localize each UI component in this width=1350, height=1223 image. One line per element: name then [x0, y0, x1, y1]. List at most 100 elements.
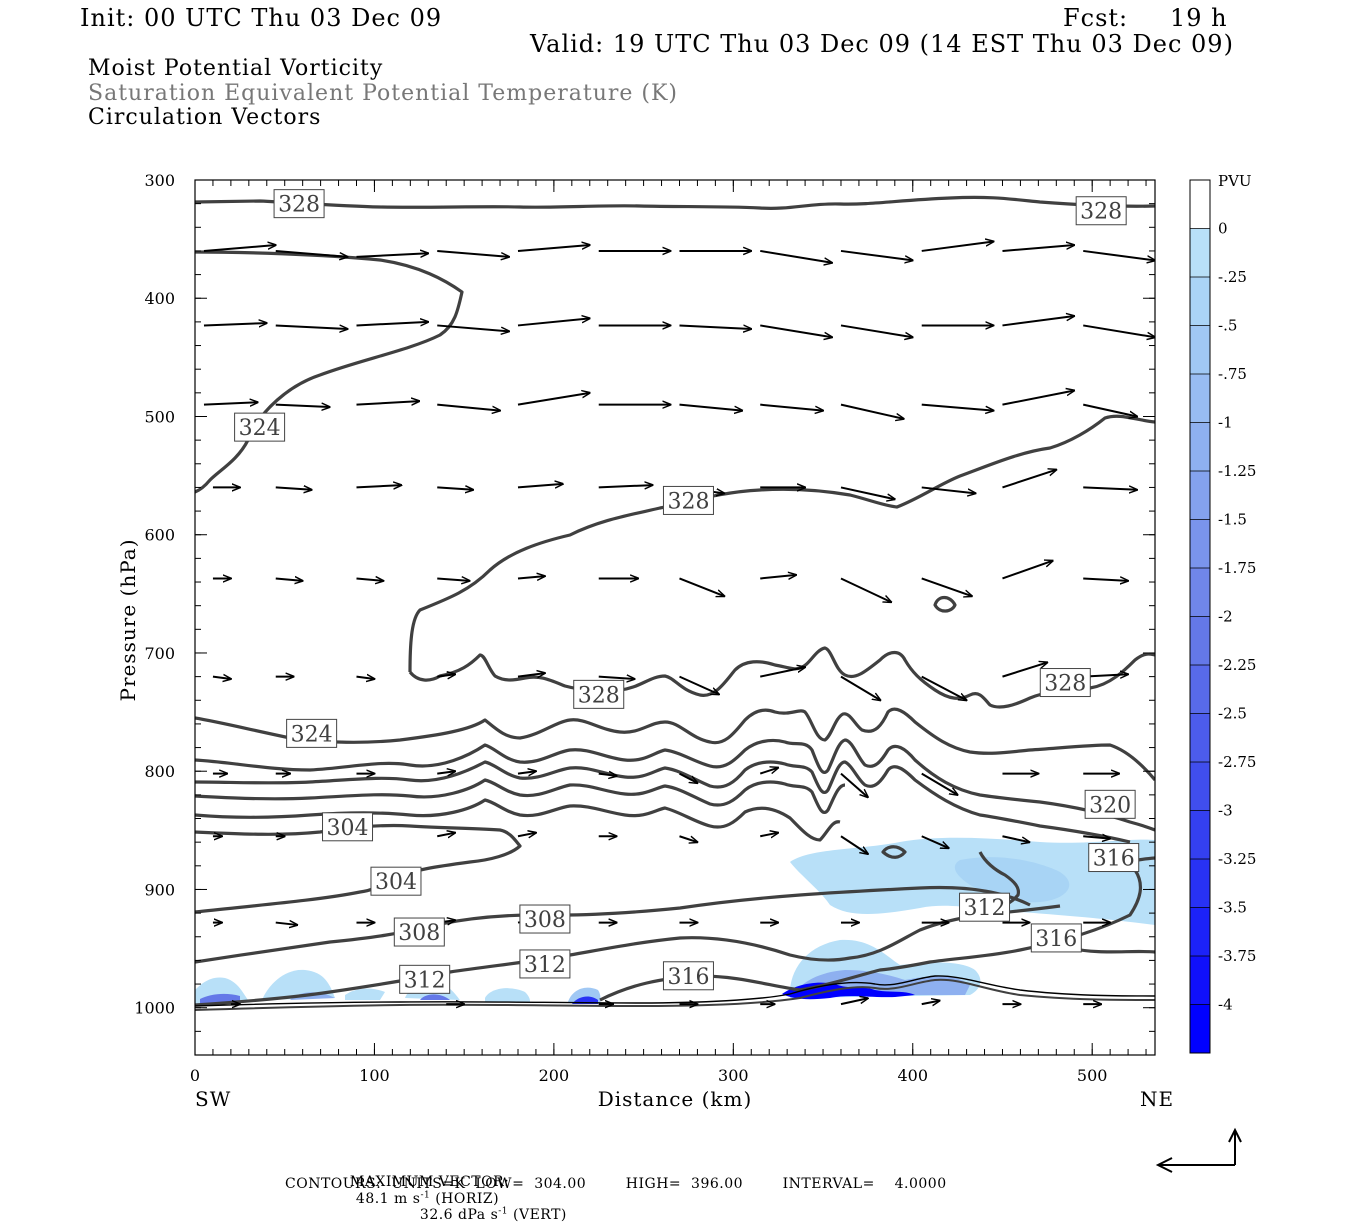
- circulation-vector: [212, 677, 231, 679]
- contour-label-box: [959, 892, 1011, 922]
- contour-label: 316: [662, 961, 714, 991]
- circulation-vector: [679, 675, 718, 695]
- contour-label-box: [1084, 789, 1136, 819]
- contour-308-a: [195, 798, 841, 842]
- y-tick-label: 400: [144, 289, 175, 308]
- x-tick-label: 100: [359, 1066, 390, 1085]
- colorbar-label: -2.75: [1218, 753, 1256, 771]
- circulation-vector: [356, 322, 428, 326]
- circulation-vector: [356, 578, 383, 580]
- circulation-vector: [840, 772, 868, 798]
- circulation-vector: [275, 325, 348, 329]
- contour-label: 312: [959, 892, 1011, 922]
- y-tick-label: 1000: [134, 999, 175, 1018]
- colorbar-label: -1: [1218, 414, 1233, 432]
- contour-label: 316: [1088, 843, 1140, 873]
- circulation-vector: [1083, 487, 1137, 489]
- colorbar-swatch: [1190, 471, 1210, 520]
- contour-label-text: 308: [524, 908, 566, 933]
- colorbar-swatch: [1190, 713, 1210, 762]
- circulation-vector: [356, 485, 401, 487]
- init-time: Init: 00 UTC Thu 03 Dec 09: [80, 4, 443, 32]
- x-tick-labels: 0 100 200 300 400 500: [190, 1066, 1108, 1085]
- contour-label-text: 308: [398, 921, 440, 946]
- circulation-vector: [203, 323, 267, 325]
- y-tick-label: 500: [144, 407, 175, 426]
- colorbar-swatch: [1190, 422, 1210, 471]
- contour-label-text: 316: [1035, 927, 1077, 952]
- circulation-vector: [203, 245, 276, 252]
- x-axis-left-endpoint: SW: [195, 1087, 231, 1111]
- circulation-vector: [356, 401, 419, 405]
- circulation-vector: [760, 249, 832, 263]
- contour-label: 324: [234, 412, 286, 442]
- forecast-label: Fcst:: [1063, 4, 1129, 32]
- contour-label-text: 304: [327, 816, 369, 841]
- contour-label-box: [286, 718, 338, 748]
- colorbar-unit: PVU: [1218, 172, 1252, 190]
- contour-label-box: [662, 961, 714, 991]
- colorbar-swatch: [1190, 325, 1210, 374]
- y-axis-label: Pressure (hPa): [116, 539, 140, 702]
- circulation-vector: [1083, 836, 1110, 838]
- circulation-vector: [517, 833, 536, 837]
- contour-324-upper: [195, 250, 464, 494]
- colorbar-swatch: [1190, 956, 1210, 1005]
- contour-label-text: 312: [964, 896, 1006, 921]
- circulation-vector: [921, 1001, 940, 1005]
- circulation-vector: [598, 485, 653, 487]
- contour-316-b: [599, 856, 1155, 1002]
- x-axis-label: Distance (km): [598, 1087, 753, 1111]
- circulation-vector: [275, 249, 348, 257]
- circulation-vector: [840, 835, 868, 854]
- contour-label-text: 328: [578, 683, 620, 708]
- circulation-vector: [275, 578, 303, 580]
- circulation-vector: [760, 403, 823, 411]
- circulation-vector: [1002, 245, 1074, 252]
- contour-label-box: [1039, 668, 1091, 698]
- colorbar-swatch: [1190, 568, 1210, 617]
- y-tick-label: 800: [144, 762, 175, 781]
- contour-316-a: [195, 760, 1131, 844]
- circulation-vector: [760, 833, 778, 837]
- y-tick-label: 300: [144, 171, 175, 190]
- reference-vector-icon: [1155, 1127, 1242, 1173]
- circulation-vector: [517, 484, 563, 488]
- contour-label-box: [370, 866, 422, 896]
- contour-label-box: [399, 964, 451, 994]
- contour-label-text: 328: [1044, 672, 1086, 697]
- circulation-vector: [1002, 316, 1074, 327]
- contour-label-box: [573, 679, 625, 709]
- circulation-vector: [517, 245, 590, 252]
- circulation-vector: [1083, 578, 1128, 580]
- circulation-vector: [840, 403, 904, 419]
- valid-time: Valid: 19 UTC Thu 03 Dec 09 (14 EST Thu …: [530, 30, 1234, 58]
- x-tick-label: 0: [190, 1066, 200, 1085]
- circulation-vector: [921, 675, 967, 701]
- pv-colorbar: 0 -.25 -.5 -.75 -1 -1.25 -1.5 -1.75 -2 -2.25 -2.5 -…: [1189, 179, 1256, 1054]
- contour-label-text: 328: [667, 489, 709, 514]
- circulation-vector: [1002, 835, 1029, 842]
- circulation-vector: [921, 403, 994, 411]
- colorbar-swatch: [1190, 859, 1210, 908]
- pv-region-sw-5: [485, 988, 530, 1002]
- circulation-vector: [437, 403, 500, 411]
- circulation-vector: [1002, 662, 1047, 678]
- colorbar-swatch: [1190, 762, 1210, 811]
- circulation-vector: [921, 577, 972, 596]
- colorbar-swatch: [1190, 277, 1210, 326]
- circulation-vector: [1002, 561, 1052, 580]
- contour-small-loop-2: [933, 595, 957, 613]
- contour-label-box: [1030, 923, 1082, 953]
- circulation-vector: [679, 835, 697, 842]
- circulation-vector: [840, 577, 891, 602]
- circulation-vector: [598, 774, 617, 776]
- circulation-vector: [275, 923, 298, 925]
- contour-label: 328: [1039, 668, 1091, 698]
- circulation-vector: [840, 998, 868, 1006]
- colorbar-swatch: [1190, 519, 1210, 568]
- colorbar-label: -1.5: [1218, 511, 1247, 529]
- colorbar-label: -3.25: [1218, 850, 1256, 868]
- contour-label: 328: [662, 485, 714, 515]
